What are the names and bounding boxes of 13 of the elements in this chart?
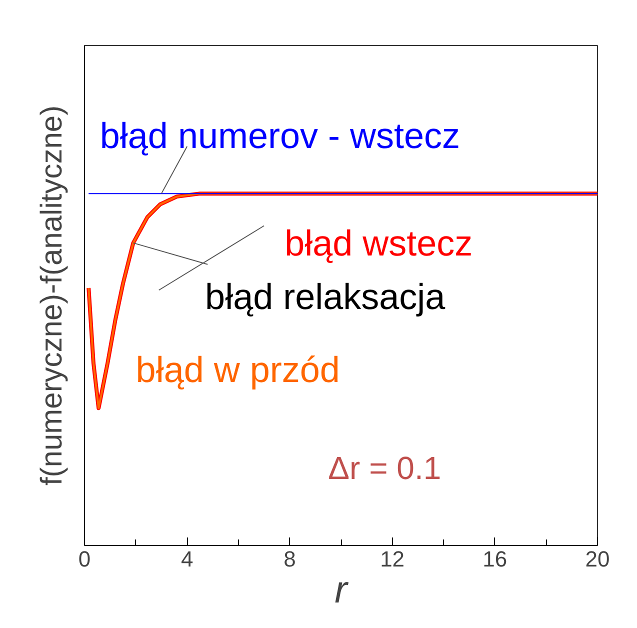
y-axis-title: f(numeryczne)-f(analityczne) (36, 105, 68, 486)
series-label: błąd wstecz (284, 222, 473, 264)
x-tick-label: 20 (585, 546, 610, 572)
text: Δr = 0.1 (328, 450, 442, 486)
series-label: błąd numerov - wstecz (100, 115, 460, 156)
x-tick-label: 8 (284, 546, 296, 572)
x-tick-label: 12 (380, 546, 405, 572)
x-tick-label: 16 (482, 546, 508, 572)
x-axis-title: r (334, 570, 349, 612)
x-tick-label: 4 (180, 546, 194, 572)
series-label: błąd w przód (136, 349, 340, 390)
x-tick-label: 0 (78, 546, 91, 572)
legend-label: błąd relaksacja (205, 276, 446, 318)
